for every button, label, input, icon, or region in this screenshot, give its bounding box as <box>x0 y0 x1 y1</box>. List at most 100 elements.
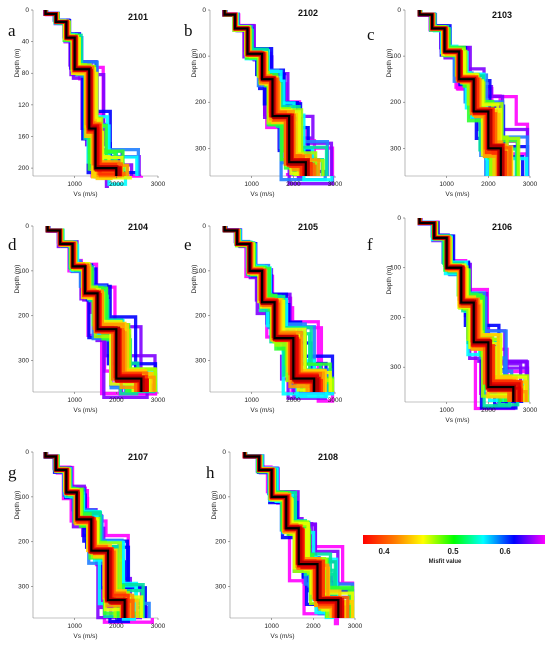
panel-a: 0 40 80 120 160 200 1000 2000 3000 Vs (m/s) Depth … <box>8 7 166 198</box>
y-tick-label: 200 <box>195 313 206 320</box>
colorbar-gradient <box>363 535 545 544</box>
panel-letter: b <box>184 21 193 40</box>
y-tick-label: 300 <box>195 145 206 152</box>
panel-letter: g <box>8 463 17 482</box>
best-model-line <box>243 452 340 618</box>
x-tick-label: 2000 <box>109 397 124 404</box>
x-tick-label: 1000 <box>67 397 82 404</box>
x-tick-label: 2000 <box>286 397 301 404</box>
x-tick-label: 3000 <box>151 397 166 404</box>
y-tick-label: 200 <box>195 99 206 106</box>
x-tick-label: 1000 <box>67 181 82 188</box>
y-tick-label: 0 <box>397 7 401 14</box>
y-tick-label: 200 <box>18 313 29 320</box>
y-tick-label: 120 <box>18 102 29 109</box>
x-tick-label: 2000 <box>286 181 301 188</box>
colorbar-tick-1: 0.5 <box>447 547 459 556</box>
y-axis-label: Depth (m) <box>14 49 21 78</box>
x-axis-label: Vs (m/s) <box>445 417 469 424</box>
station-id: 2104 <box>128 222 148 232</box>
x-tick-label: 1000 <box>244 397 259 404</box>
colorbar: 0.4 0.5 0.6 Misfit value <box>363 535 545 565</box>
y-tick-label: 80 <box>22 70 30 77</box>
x-axis-label: Vs (m/s) <box>270 633 294 640</box>
best-model-line <box>44 452 126 618</box>
y-tick-label: 300 <box>390 145 401 152</box>
x-tick-label: 1000 <box>67 623 82 630</box>
x-tick-label: 3000 <box>151 623 166 630</box>
best-model-line <box>46 226 143 392</box>
colorbar-tick-0: 0.4 <box>378 547 390 556</box>
y-tick-label: 0 <box>202 223 206 230</box>
y-axis-label: Depth (m) <box>191 265 198 294</box>
y-axis-label: Depth (m) <box>211 491 218 520</box>
panel-d: 0 100 200 300 1000 2000 3000 Vs (m/s) Depth (m) 2… <box>8 222 166 414</box>
y-tick-label: 200 <box>390 99 401 106</box>
y-tick-label: 300 <box>215 584 226 591</box>
x-tick-label: 3000 <box>328 181 343 188</box>
x-axis-label: Vs (m/s) <box>73 407 97 414</box>
colorbar-tick-2: 0.6 <box>499 547 511 556</box>
best-model-line <box>223 226 316 392</box>
panel-letter: f <box>367 235 373 254</box>
y-tick-label: 100 <box>195 53 206 60</box>
y-tick-label: 200 <box>18 165 29 172</box>
best-model-line <box>418 10 502 176</box>
y-tick-label: 0 <box>25 7 29 14</box>
y-tick-label: 200 <box>215 539 226 546</box>
y-tick-label: 0 <box>222 449 226 456</box>
y-tick-label: 300 <box>18 584 29 591</box>
panel-b: 0 100 200 300 1000 2000 3000 Vs (m/s) Depth (m) 2… <box>184 7 343 198</box>
panel-letter: c <box>367 25 375 44</box>
x-tick-label: 2000 <box>109 623 124 630</box>
y-tick-label: 100 <box>215 494 226 501</box>
panel-f: 0 100 200 300 1000 2000 3000 Vs (m/s) Depth (m) 2… <box>367 215 538 424</box>
y-tick-label: 200 <box>390 314 401 321</box>
y-axis-label: Depth (m) <box>14 491 21 520</box>
y-tick-label: 100 <box>18 268 29 275</box>
y-tick-label: 0 <box>25 223 29 230</box>
y-tick-label: 300 <box>195 358 206 365</box>
x-tick-label: 3000 <box>523 407 538 414</box>
x-tick-label: 1000 <box>244 181 259 188</box>
panel-letter: e <box>184 235 192 254</box>
station-id: 2101 <box>128 12 148 22</box>
y-tick-label: 200 <box>18 539 29 546</box>
x-tick-label: 3000 <box>328 397 343 404</box>
x-tick-label: 2000 <box>306 623 321 630</box>
x-tick-label: 2000 <box>481 407 496 414</box>
y-tick-label: 0 <box>202 7 206 14</box>
x-axis-label: Vs (m/s) <box>445 191 469 198</box>
y-tick-label: 160 <box>18 133 29 140</box>
y-tick-label: 100 <box>195 268 206 275</box>
x-tick-label: 3000 <box>523 181 538 188</box>
x-tick-label: 2000 <box>481 181 496 188</box>
y-tick-label: 100 <box>390 53 401 60</box>
x-tick-label: 1000 <box>264 623 279 630</box>
station-id: 2102 <box>298 8 318 18</box>
station-id: 2103 <box>492 10 512 20</box>
y-tick-label: 300 <box>390 364 401 371</box>
y-tick-label: 0 <box>25 449 29 456</box>
panel-h: 0 100 200 300 1000 2000 3000 Vs (m/s) Depth (m) 2… <box>206 449 363 640</box>
panel-g: 0 100 200 300 1000 2000 3000 Vs (m/s) Depth (m) 2… <box>8 449 166 640</box>
x-axis-label: Vs (m/s) <box>73 191 97 198</box>
station-id: 2105 <box>298 222 318 232</box>
x-axis-label: Vs (m/s) <box>73 633 97 640</box>
y-tick-label: 300 <box>18 358 29 365</box>
panel-letter: h <box>206 463 215 482</box>
best-model-line <box>223 10 307 176</box>
y-axis-label: Depth (m) <box>14 265 21 294</box>
station-id: 2108 <box>318 452 338 462</box>
y-tick-label: 100 <box>18 494 29 501</box>
x-tick-label: 3000 <box>151 181 166 188</box>
y-tick-label: 0 <box>397 215 401 222</box>
panel-c: 0 100 200 300 1000 2000 3000 Vs (m/s) Depth (m) 2… <box>367 7 538 198</box>
y-axis-label: Depth (m) <box>191 49 198 78</box>
panel-letter: d <box>8 235 17 254</box>
x-tick-label: 2000 <box>109 181 124 188</box>
best-model-line <box>418 218 515 402</box>
y-axis-label: Depth (m) <box>386 266 393 295</box>
